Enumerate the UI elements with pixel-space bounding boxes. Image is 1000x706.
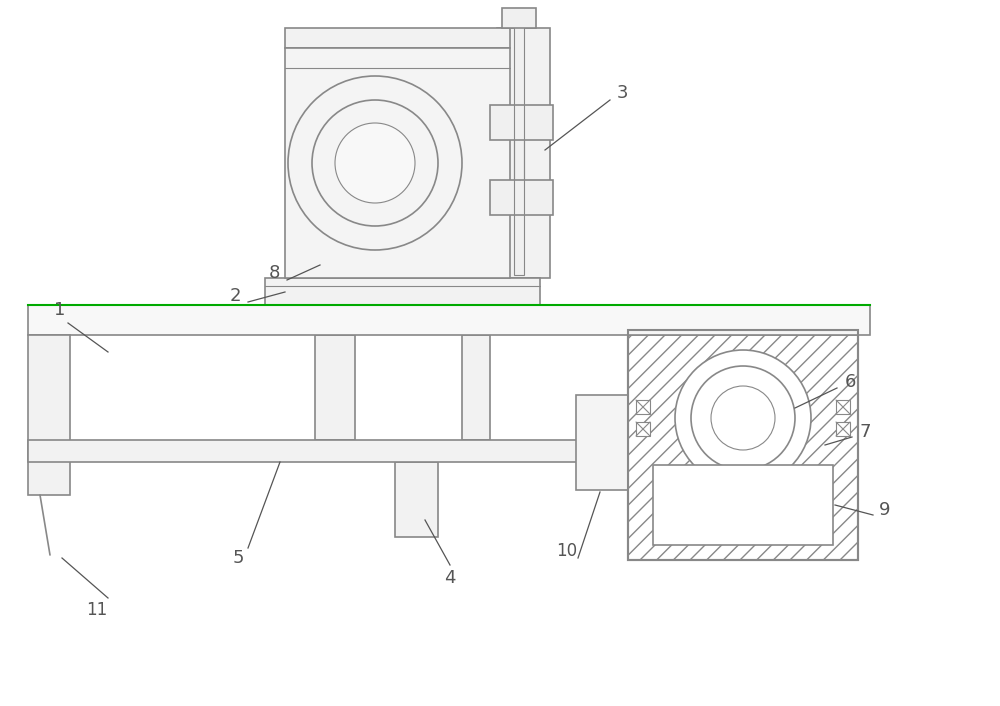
Bar bbox=[636, 422, 650, 436]
Bar bbox=[628, 330, 858, 560]
Bar bbox=[628, 330, 858, 560]
Text: 1: 1 bbox=[54, 301, 66, 319]
Bar bbox=[514, 8, 524, 275]
Text: 7: 7 bbox=[859, 423, 871, 441]
Text: 5: 5 bbox=[232, 549, 244, 567]
Bar bbox=[265, 278, 540, 305]
Bar bbox=[502, 8, 536, 28]
Bar bbox=[653, 465, 833, 545]
Bar bbox=[28, 335, 70, 495]
Circle shape bbox=[675, 350, 811, 486]
Text: 11: 11 bbox=[86, 601, 108, 619]
Text: 2: 2 bbox=[229, 287, 241, 305]
Bar bbox=[490, 180, 553, 215]
Bar bbox=[462, 335, 490, 440]
Circle shape bbox=[335, 123, 415, 203]
Bar bbox=[636, 400, 650, 414]
Text: 3: 3 bbox=[616, 84, 628, 102]
Bar bbox=[285, 28, 510, 48]
Circle shape bbox=[288, 76, 462, 250]
Text: 8: 8 bbox=[268, 264, 280, 282]
Bar bbox=[836, 422, 850, 436]
Bar bbox=[28, 305, 870, 335]
Circle shape bbox=[711, 386, 775, 450]
Text: 10: 10 bbox=[556, 542, 578, 560]
Bar bbox=[315, 335, 355, 440]
Bar bbox=[628, 330, 858, 335]
Bar bbox=[285, 48, 510, 278]
Text: 4: 4 bbox=[444, 569, 456, 587]
Bar bbox=[497, 28, 550, 278]
Circle shape bbox=[312, 100, 438, 226]
Circle shape bbox=[675, 350, 811, 486]
Bar bbox=[395, 462, 438, 537]
Bar bbox=[576, 395, 628, 490]
Bar bbox=[490, 105, 553, 140]
Bar bbox=[28, 440, 580, 462]
Circle shape bbox=[691, 366, 795, 470]
Text: 9: 9 bbox=[879, 501, 891, 519]
Text: 6: 6 bbox=[844, 373, 856, 391]
Bar bbox=[836, 400, 850, 414]
